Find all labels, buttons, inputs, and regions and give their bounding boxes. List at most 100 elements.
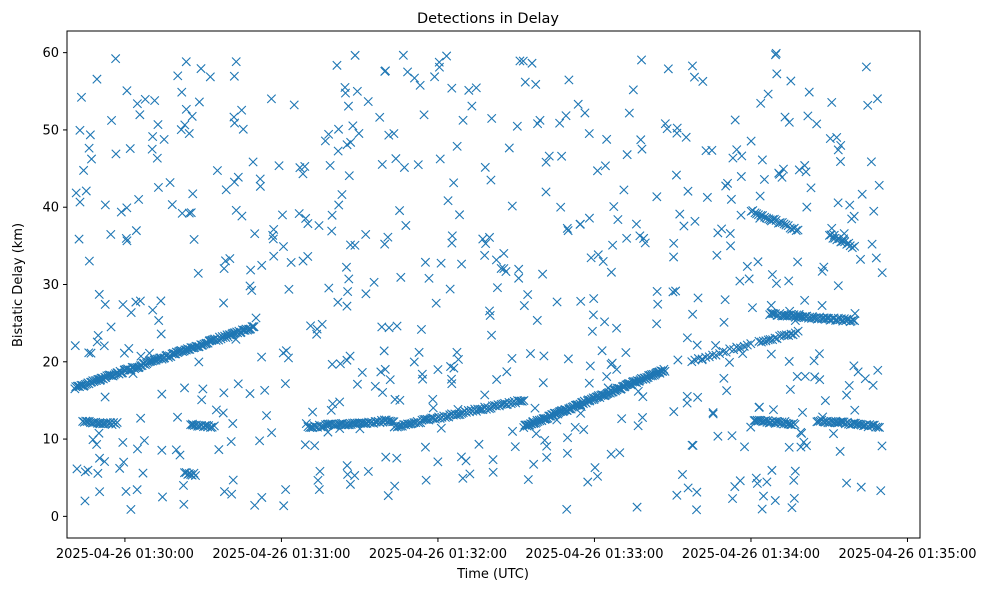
- data-point: [257, 492, 267, 503]
- data-point: [698, 76, 708, 86]
- data-point: [369, 277, 379, 287]
- data-point: [777, 172, 787, 182]
- data-point: [389, 128, 399, 139]
- data-point: [189, 468, 199, 478]
- data-point: [119, 457, 129, 467]
- data-point: [78, 416, 88, 426]
- data-point: [269, 224, 279, 235]
- data-point: [540, 435, 550, 445]
- data-point: [384, 323, 394, 333]
- data-point: [280, 379, 290, 389]
- data-point: [836, 140, 846, 151]
- data-point: [458, 473, 468, 483]
- data-point: [529, 459, 539, 469]
- data-point: [396, 272, 406, 282]
- data-point: [692, 340, 702, 350]
- data-point: [415, 80, 425, 90]
- data-point: [135, 110, 145, 120]
- data-point: [487, 113, 497, 124]
- data-point: [631, 219, 642, 229]
- data-point: [105, 370, 116, 380]
- data-point: [94, 428, 104, 438]
- data-point: [229, 177, 239, 187]
- data-point: [310, 441, 320, 451]
- data-point: [435, 154, 445, 164]
- data-point: [131, 226, 141, 236]
- data-point: [682, 391, 692, 401]
- data-point: [94, 289, 104, 299]
- data-point: [613, 214, 623, 225]
- data-point: [181, 104, 191, 114]
- data-point: [850, 405, 860, 415]
- data-point: [80, 379, 90, 390]
- data-point: [586, 253, 596, 263]
- data-point: [820, 396, 830, 406]
- data-point: [784, 442, 794, 452]
- data-point: [780, 112, 790, 122]
- data-point: [289, 100, 299, 110]
- data-point: [229, 71, 239, 81]
- data-point: [237, 105, 247, 115]
- data-point: [573, 99, 583, 109]
- data-point: [380, 364, 390, 374]
- data-point: [413, 160, 423, 170]
- data-point: [188, 189, 198, 199]
- data-point: [869, 206, 879, 216]
- data-point: [247, 322, 257, 332]
- data-point: [790, 466, 800, 476]
- data-point: [156, 296, 166, 306]
- data-point: [501, 266, 511, 277]
- data-point: [251, 313, 261, 323]
- data-point: [708, 407, 718, 418]
- data-point: [106, 322, 116, 332]
- data-point: [542, 452, 552, 463]
- data-point: [789, 475, 799, 485]
- data-point: [452, 141, 462, 151]
- data-point: [498, 399, 508, 409]
- data-point: [420, 257, 431, 267]
- data-point: [812, 119, 822, 129]
- data-point: [708, 350, 718, 360]
- data-point: [544, 151, 554, 161]
- data-point: [652, 319, 662, 329]
- data-point: [762, 477, 772, 487]
- data-point: [333, 146, 343, 156]
- data-point: [485, 310, 495, 321]
- data-point: [390, 481, 400, 491]
- data-point: [355, 424, 365, 434]
- data-point: [148, 132, 158, 142]
- data-point: [633, 386, 643, 396]
- data-point: [708, 409, 718, 419]
- data-point: [632, 502, 642, 512]
- data-point: [100, 200, 110, 210]
- data-point: [94, 453, 105, 463]
- data-point: [86, 348, 96, 358]
- data-point: [712, 250, 722, 260]
- data-point: [531, 79, 541, 89]
- data-point: [352, 379, 363, 389]
- data-point: [154, 315, 164, 326]
- data-point: [766, 300, 776, 310]
- data-point: [383, 491, 393, 501]
- data-point: [681, 132, 691, 142]
- data-point: [93, 468, 103, 478]
- data-point: [303, 251, 313, 262]
- data-point: [173, 71, 183, 81]
- data-point: [346, 137, 356, 147]
- x-axis: 2025-04-26 01:30:00 2025-04-26 01:31:00 20…: [56, 538, 977, 562]
- data-point: [250, 500, 260, 510]
- data-point: [327, 210, 337, 220]
- data-point: [377, 322, 387, 332]
- data-point: [395, 395, 405, 405]
- data-point: [257, 260, 267, 270]
- data-point: [165, 177, 175, 188]
- data-point: [343, 469, 353, 480]
- data-point: [792, 371, 802, 382]
- data-point: [75, 197, 85, 207]
- data-point: [433, 457, 443, 467]
- data-point: [83, 465, 93, 475]
- data-point: [507, 426, 518, 436]
- data-point: [726, 194, 736, 204]
- data-point: [345, 479, 356, 489]
- data-point: [794, 309, 804, 320]
